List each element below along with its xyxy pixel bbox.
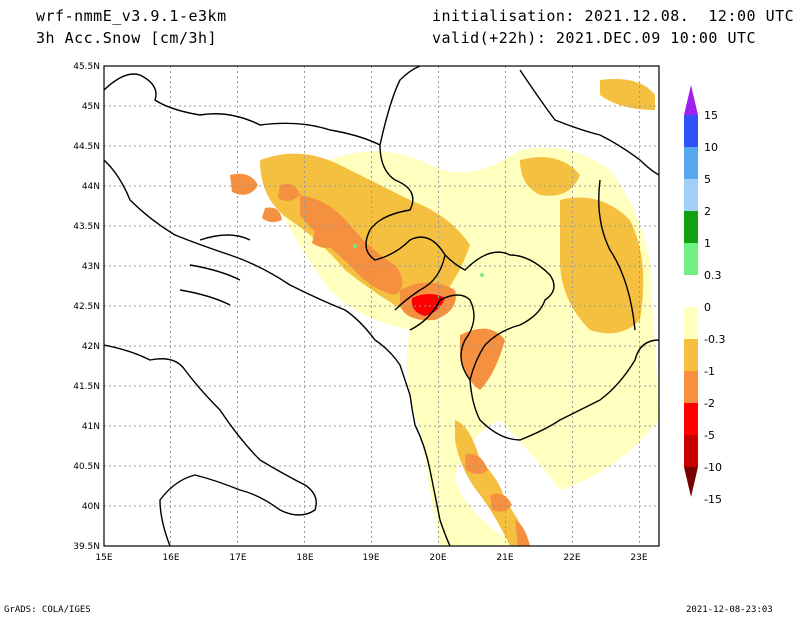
colorbar-label: 1 <box>704 237 711 250</box>
init-time: initialisation: 2021.12.08. 12:00 UTC <box>432 7 795 25</box>
colorbar-top-arrow <box>684 85 698 115</box>
colorbar-segment <box>684 307 698 339</box>
lat-label: 45N <box>82 102 100 112</box>
lat-label: 42.5N <box>73 302 100 312</box>
map-frame <box>103 65 660 547</box>
colorbar-label: -5 <box>704 429 715 442</box>
lon-label: 20E <box>429 553 446 563</box>
colorbar-label: -15 <box>704 493 722 506</box>
colorbar-segment <box>684 339 698 371</box>
colorbar-label: 15 <box>704 109 718 122</box>
lat-label: 43.5N <box>73 222 100 232</box>
lon-axis-labels: 15E 16E 17E 18E 19E 20E 21E 22E 23E <box>95 553 647 563</box>
colorbar-segment <box>684 147 698 179</box>
colorbar-segment <box>684 371 698 403</box>
colorbar-label: 10 <box>704 141 718 154</box>
colorbar-segment <box>684 243 698 275</box>
colorbar-legend: 15 10 5 2 1 0.3 0 -0.3 -1 -2 -5 -10 -15 <box>684 85 725 506</box>
lat-label: 41N <box>82 422 100 432</box>
grid-lines <box>104 66 659 546</box>
footer-credit: GrADS: COLA/IGES <box>4 605 91 615</box>
lat-label: 45.5N <box>73 62 100 72</box>
lat-label: 40.5N <box>73 462 100 472</box>
colorbar-label: 5 <box>704 173 711 186</box>
lon-label: 16E <box>162 553 179 563</box>
colorbar-label: -0.3 <box>704 333 725 346</box>
lat-label: 44.5N <box>73 142 100 152</box>
colorbar-label: 0.3 <box>704 269 722 282</box>
lat-label: 44N <box>82 182 100 192</box>
lat-label: 40N <box>82 502 100 512</box>
lon-label: 21E <box>496 553 513 563</box>
colorbar-label: -2 <box>704 397 715 410</box>
lon-label: 15E <box>95 553 112 563</box>
colorbar-segment <box>684 115 698 147</box>
lon-label: 18E <box>296 553 313 563</box>
lat-label: 41.5N <box>73 382 100 392</box>
lon-label: 19E <box>362 553 379 563</box>
lat-label: 43N <box>82 262 100 272</box>
colorbar-segment <box>684 435 698 467</box>
lon-label: 22E <box>563 553 580 563</box>
valid-time: valid(+22h): 2021.DEC.09 10:00 UTC <box>432 29 757 47</box>
colorbar-segment <box>684 275 698 307</box>
colorbar-label: -10 <box>704 461 722 474</box>
lat-axis-labels: 45.5N 45N 44.5N 44N 43.5N 43N 42.5N 42N … <box>73 62 100 552</box>
lon-label: 17E <box>229 553 246 563</box>
colorbar-segment <box>684 179 698 211</box>
model-title: wrf-nmmE_v3.9.1-e3km <box>36 7 227 25</box>
snow-field <box>230 79 659 546</box>
colorbar-label: 2 <box>704 205 711 218</box>
colorbar-segment <box>684 403 698 435</box>
coastlines-borders <box>104 66 659 546</box>
field-title: 3h Acc.Snow [cm/3h] <box>36 29 218 47</box>
colorbar-bottom-arrow <box>684 467 698 497</box>
lat-label: 39.5N <box>73 542 100 552</box>
lat-label: 42N <box>82 342 100 352</box>
colorbar-segment <box>684 211 698 243</box>
footer-timestamp: 2021-12-08-23:03 <box>686 605 773 615</box>
lon-label: 23E <box>630 553 647 563</box>
colorbar-label: -1 <box>704 365 715 378</box>
colorbar-label: 0 <box>704 301 711 314</box>
